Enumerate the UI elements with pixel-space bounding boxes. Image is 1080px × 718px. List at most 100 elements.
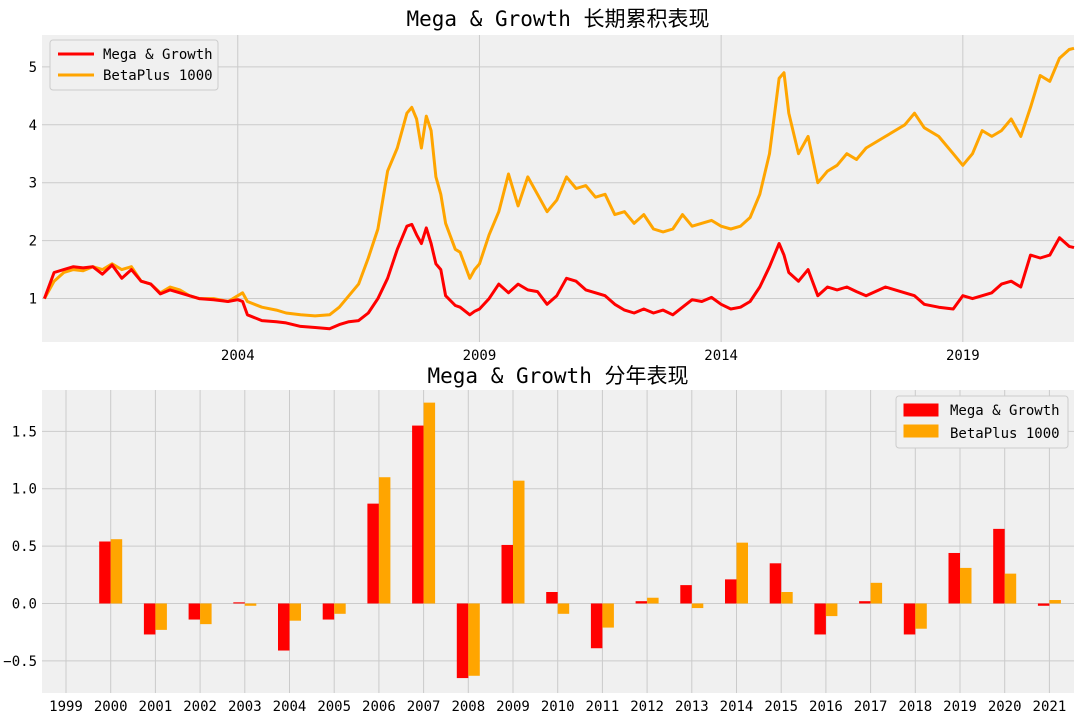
- bar-mega-growth-2003: [233, 602, 245, 604]
- x-tick-label: 2009: [496, 699, 530, 715]
- bar-mega-growth-2016: [814, 603, 826, 635]
- bar-mega-growth-2020: [993, 528, 1005, 604]
- x-tick-label: 2021: [1033, 699, 1067, 715]
- x-tick-label: 2017: [854, 699, 888, 715]
- bar-mega-growth-2015: [769, 563, 782, 604]
- bar-mega-growth-2004: [278, 603, 290, 651]
- x-tick-label: 2007: [407, 699, 441, 715]
- yearly-bars: [99, 402, 1061, 679]
- y-tick-label: 4: [29, 118, 37, 134]
- bar-betaplus-2009: [513, 480, 525, 604]
- x-tick-label: 2009: [463, 348, 497, 364]
- bar-mega-growth-2013: [680, 585, 692, 604]
- yearly-grid: [42, 390, 1074, 693]
- bar-betaplus-2014: [736, 542, 748, 604]
- bar-betaplus-2018: [915, 603, 927, 629]
- x-tick-label: 2011: [586, 699, 620, 715]
- bar-mega-growth-2006: [367, 503, 379, 604]
- x-tick-label: 2005: [317, 699, 351, 715]
- y-tick-label: −0.5: [3, 654, 37, 670]
- x-tick-label: 2002: [183, 699, 217, 715]
- bar-mega-growth-2017: [859, 601, 871, 604]
- bar-betaplus-2011: [602, 603, 614, 628]
- yearly-chart-title: Mega & Growth 分年表现: [427, 364, 688, 388]
- bar-mega-growth-2018: [903, 603, 916, 635]
- legend-label-mega-growth: Mega & Growth: [103, 47, 213, 63]
- bar-mega-growth-2001: [143, 603, 156, 635]
- bar-mega-growth-2011: [590, 603, 603, 649]
- yearly-chart: −0.5 0.0 0.5 1.0 1.5 1999 2000 2001 2002 2003 2004…: [3, 364, 1074, 715]
- bar-betaplus-2001: [155, 603, 167, 630]
- bar-betaplus-2016: [825, 603, 838, 617]
- bar-betaplus-2004: [289, 603, 301, 621]
- bar-mega-growth-2019: [948, 552, 960, 604]
- bar-betaplus-2012: [647, 597, 659, 604]
- bar-mega-growth-2010: [546, 592, 558, 604]
- bar-betaplus-2007: [423, 402, 436, 604]
- y-tick-label: 1: [29, 292, 37, 308]
- cumulative-lines: [42, 46, 1075, 331]
- x-tick-label: 2016: [809, 699, 843, 715]
- legend-swatch-mega-growth: [903, 403, 939, 417]
- x-tick-label: 2010: [541, 699, 575, 715]
- cumulative-chart-title: Mega & Growth 长期累积表现: [406, 7, 709, 31]
- y-tick-label: 5: [29, 60, 37, 76]
- bar-betaplus-2000: [110, 539, 123, 604]
- x-tick-label: 2020: [988, 699, 1022, 715]
- series-line-mega-growth: [42, 222, 1075, 331]
- bar-mega-growth-2012: [635, 601, 648, 604]
- bar-betaplus-2019: [960, 567, 972, 604]
- legend-label-mega-growth: Mega & Growth: [950, 403, 1060, 419]
- bar-mega-growth-2000: [99, 541, 111, 604]
- bar-betaplus-2003: [244, 603, 257, 606]
- y-tick-label: 3: [29, 176, 37, 192]
- x-tick-label: 2003: [228, 699, 262, 715]
- cumulative-ticks: 1 2 3 4 5 2004 2009 2014 2019: [29, 60, 980, 364]
- bar-mega-growth-2007: [412, 425, 424, 604]
- legend-swatch-betaplus: [903, 424, 939, 438]
- bar-betaplus-2020: [1004, 573, 1017, 604]
- x-tick-label: 1999: [49, 699, 83, 715]
- bar-mega-growth-2014: [725, 579, 737, 604]
- legend-box: [895, 395, 1069, 449]
- yearly-ticks: −0.5 0.0 0.5 1.0 1.5 1999 2000 2001 2002 2003 2004…: [3, 424, 1066, 715]
- x-tick-label: 2019: [946, 348, 980, 364]
- bar-mega-growth-2002: [188, 603, 201, 620]
- x-tick-label: 2019: [943, 699, 977, 715]
- bar-betaplus-2017: [870, 582, 883, 604]
- bar-betaplus-2005: [334, 603, 346, 614]
- x-tick-label: 2006: [362, 699, 396, 715]
- bar-betaplus-2013: [691, 603, 704, 609]
- bar-mega-growth-2009: [501, 544, 513, 604]
- legend-label-betaplus: BetaPlus 1000: [103, 68, 213, 84]
- y-tick-label: 0.5: [12, 539, 37, 555]
- x-tick-label: 2014: [704, 348, 738, 364]
- bar-mega-growth-2005: [322, 603, 335, 620]
- bar-betaplus-2002: [200, 603, 212, 625]
- x-tick-label: 2015: [764, 699, 798, 715]
- cumulative-chart: 1 2 3 4 5 2004 2009 2014 2019 Mega & Growth 长期累积…: [29, 7, 1075, 364]
- x-tick-label: 2000: [94, 699, 128, 715]
- x-tick-label: 2014: [720, 699, 754, 715]
- x-tick-label: 2001: [139, 699, 173, 715]
- y-tick-label: 0.0: [12, 596, 37, 612]
- bar-mega-growth-2008: [456, 603, 469, 679]
- legend-label-betaplus: BetaPlus 1000: [950, 426, 1060, 442]
- yearly-legend: Mega & Growth BetaPlus 1000: [895, 395, 1069, 449]
- cumulative-legend: Mega & Growth BetaPlus 1000: [49, 39, 219, 91]
- bar-betaplus-2010: [557, 603, 570, 614]
- x-tick-label: 2018: [898, 699, 932, 715]
- bar-mega-growth-2021: [1037, 603, 1050, 606]
- x-tick-label: 2013: [675, 699, 709, 715]
- x-tick-label: 2008: [451, 699, 485, 715]
- bar-betaplus-2021: [1049, 600, 1061, 604]
- y-tick-label: 1.0: [12, 482, 37, 498]
- bar-betaplus-2006: [378, 477, 391, 604]
- x-tick-label: 2004: [273, 699, 307, 715]
- y-tick-label: 1.5: [12, 424, 37, 440]
- bar-betaplus-2008: [468, 603, 480, 676]
- x-tick-label: 2004: [221, 348, 255, 364]
- x-tick-label: 2012: [630, 699, 664, 715]
- bar-betaplus-2015: [781, 592, 793, 604]
